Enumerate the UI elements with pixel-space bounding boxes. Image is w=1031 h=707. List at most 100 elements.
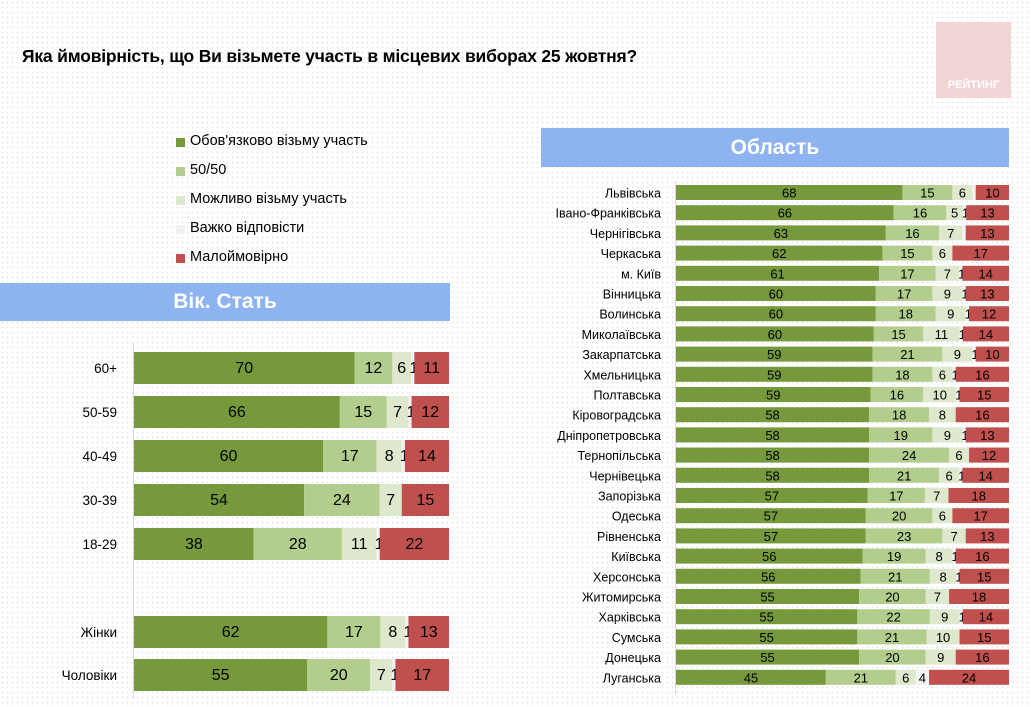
legend-swatch xyxy=(176,167,185,176)
region-bar-definitely xyxy=(676,427,870,443)
region-value-label-hard-to-say: 1 xyxy=(959,610,966,625)
region-bar-unlikely xyxy=(929,669,1009,685)
region-bar-definitely xyxy=(676,447,870,463)
region-bar-fifty-fifty xyxy=(885,225,940,241)
age-gender-bar-unlikely xyxy=(395,659,449,691)
age-gender-bar-hard-to-say xyxy=(376,528,380,560)
age-gender-value-label-unlikely: 17 xyxy=(413,667,431,684)
age-gender-value-label-unlikely: 11 xyxy=(423,360,440,377)
region-bar-maybe xyxy=(932,508,953,524)
region-category-label: Харківська xyxy=(599,611,661,625)
age-gender-value-label-hard-to-say: 1 xyxy=(400,448,409,465)
region-value-label-hard-to-say: 1 xyxy=(959,327,966,342)
age-gender-bar-fifty-fifty xyxy=(323,440,377,472)
region-value-label-definitely: 55 xyxy=(759,610,773,625)
region-value-label-hard-to-say: 1 xyxy=(958,266,965,281)
region-bar-unlikely xyxy=(959,568,1009,584)
age-gender-bar-unlikely xyxy=(401,484,449,516)
age-gender-value-label-fifty-fifty: 28 xyxy=(289,536,307,553)
age-gender-bar-maybe xyxy=(370,659,393,691)
region-value-label-definitely: 55 xyxy=(759,630,773,645)
region-bar-definitely xyxy=(676,286,876,301)
region-bar-hard-to-say xyxy=(959,326,963,342)
region-value-label-hard-to-say: 1 xyxy=(951,367,958,382)
region-bar-fifty-fifty xyxy=(879,265,936,281)
region-category-label: Кіровоградська xyxy=(572,409,661,423)
region-value-label-definitely: 60 xyxy=(768,327,782,342)
age-gender-category-label: 30-39 xyxy=(82,493,117,508)
region-value-label-unlikely: 15 xyxy=(977,569,991,584)
age-gender-value-label-definitely: 62 xyxy=(222,624,240,641)
region-value-label-definitely: 57 xyxy=(764,529,778,544)
region-bar-definitely xyxy=(676,407,870,423)
region-bar-unlikely xyxy=(955,366,1009,382)
age-gender-bar-maybe xyxy=(379,484,402,516)
region-value-label-hard-to-say: 1 xyxy=(961,428,968,443)
region-bar-hard-to-say xyxy=(915,669,930,685)
region-category-label: Тернопільська xyxy=(577,449,661,463)
region-category-label: Черкаська xyxy=(601,247,661,261)
region-value-label-maybe: 6 xyxy=(902,670,909,685)
region-bar-maybe xyxy=(923,387,957,402)
region-bar-unlikely xyxy=(965,225,1009,241)
age-gender-bar-fifty-fifty xyxy=(307,659,371,691)
region-bar-maybe xyxy=(924,488,949,503)
age-gender-bar-definitely xyxy=(134,440,323,472)
age-gender-bar-hard-to-say xyxy=(401,440,405,472)
region-bar-fifty-fifty xyxy=(857,629,927,645)
region-value-label-unlikely: 16 xyxy=(975,408,989,423)
age-gender-value-label-unlikely: 22 xyxy=(405,536,423,553)
region-value-label-fifty-fifty: 20 xyxy=(885,650,899,665)
region-bar-maybe xyxy=(939,467,960,483)
region-value-label-fifty-fifty: 19 xyxy=(894,428,908,443)
age-gender-value-label-fifty-fifty: 17 xyxy=(341,448,359,465)
region-value-label-fifty-fifty: 17 xyxy=(900,266,914,281)
region-category-label: Рівненська xyxy=(597,530,661,544)
page-title: Яка ймовірність, що Ви візьмете участь в… xyxy=(22,46,637,66)
age-gender-bar-maybe xyxy=(341,528,377,560)
region-value-label-unlikely: 15 xyxy=(977,630,991,645)
region-bar-fifty-fifty xyxy=(902,185,953,200)
region-category-label: Хмельницька xyxy=(583,368,661,382)
region-bar-definitely xyxy=(676,568,861,584)
region-bar-fifty-fifty xyxy=(869,427,933,443)
region-bar-definitely xyxy=(676,306,876,322)
region-bar-fifty-fifty xyxy=(867,488,925,503)
region-value-label-fifty-fifty: 21 xyxy=(885,630,899,645)
region-value-label-definitely: 57 xyxy=(765,489,779,504)
region-category-label: Закарпатська xyxy=(582,348,661,362)
region-value-label-definitely: 60 xyxy=(769,307,783,322)
region-bar-unlikely xyxy=(952,245,1009,261)
region-value-label-unlikely: 14 xyxy=(978,266,992,281)
region-value-label-maybe: 6 xyxy=(945,468,952,483)
region-bar-unlikely xyxy=(975,185,1009,200)
region-value-label-maybe: 9 xyxy=(941,610,948,625)
region-bar-hard-to-say xyxy=(962,427,966,443)
region-bar-fifty-fifty xyxy=(872,346,943,362)
region-value-label-unlikely: 24 xyxy=(962,670,976,685)
region-category-label: Київська xyxy=(611,550,661,564)
region-value-label-unlikely: 14 xyxy=(979,610,993,625)
region-bar-maybe xyxy=(929,568,957,584)
age-gender-bar-definitely xyxy=(134,352,355,384)
region-bar-unlikely xyxy=(949,589,1009,604)
region-bar-unlikely xyxy=(966,205,1009,221)
region-value-label-fifty-fifty: 15 xyxy=(900,246,914,261)
region-category-label: Донецька xyxy=(605,651,661,665)
region-value-label-fifty-fifty: 21 xyxy=(897,468,911,483)
region-value-label-unlikely: 17 xyxy=(973,246,987,261)
region-value-label-maybe: 8 xyxy=(939,569,946,584)
region-bar-fifty-fifty xyxy=(862,548,926,564)
age-gender-value-label-hard-to-say: 1 xyxy=(375,536,384,553)
region-bar-fifty-fifty xyxy=(825,669,896,685)
age-gender-bar-definitely xyxy=(134,484,305,516)
region-value-label-fifty-fifty: 20 xyxy=(892,509,906,524)
region-value-label-unlikely: 13 xyxy=(980,206,994,221)
region-value-label-fifty-fifty: 17 xyxy=(889,489,903,504)
region-value-label-maybe: 7 xyxy=(933,489,940,504)
region-bar-unlikely xyxy=(962,265,1009,281)
region-value-label-maybe: 11 xyxy=(935,327,949,342)
region-value-label-maybe: 6 xyxy=(939,367,946,382)
region-bar-definitely xyxy=(676,609,858,625)
region-category-label: Одеська xyxy=(612,510,661,524)
